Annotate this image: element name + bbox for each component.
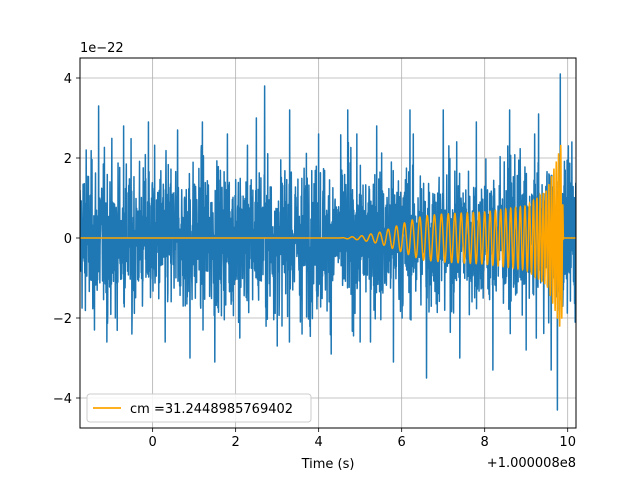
y-scale-label: 1e−22 (80, 41, 124, 56)
legend: cm =31.2448985769402 (86, 393, 312, 423)
series-noise-line (80, 73, 576, 411)
legend-box (86, 393, 312, 423)
data-layer (80, 73, 576, 411)
x-offset-label: +1.000008e8 (487, 456, 576, 471)
x-axis-label: Time (s) (301, 457, 355, 472)
y-tick-label: −4 (53, 392, 72, 407)
y-tick-label: 0 (64, 232, 72, 247)
y-tick-label: 2 (64, 152, 72, 167)
x-tick-label: 0 (148, 435, 156, 450)
x-tick-label: 2 (232, 435, 240, 450)
y-tick-label: 4 (64, 72, 72, 87)
ticks: 0 2 4 6 8 10 −4 −2 0 2 4 (53, 72, 576, 450)
legend-label: cm =31.2448985769402 (130, 402, 293, 417)
x-tick-label: 6 (398, 435, 406, 450)
x-tick-label: 4 (315, 435, 323, 450)
y-tick-label: −2 (53, 312, 72, 327)
plot-frame (79, 57, 577, 429)
x-tick-label: 10 (559, 435, 576, 450)
x-tick-label: 8 (481, 435, 489, 450)
series-chirp-line (80, 144, 576, 327)
